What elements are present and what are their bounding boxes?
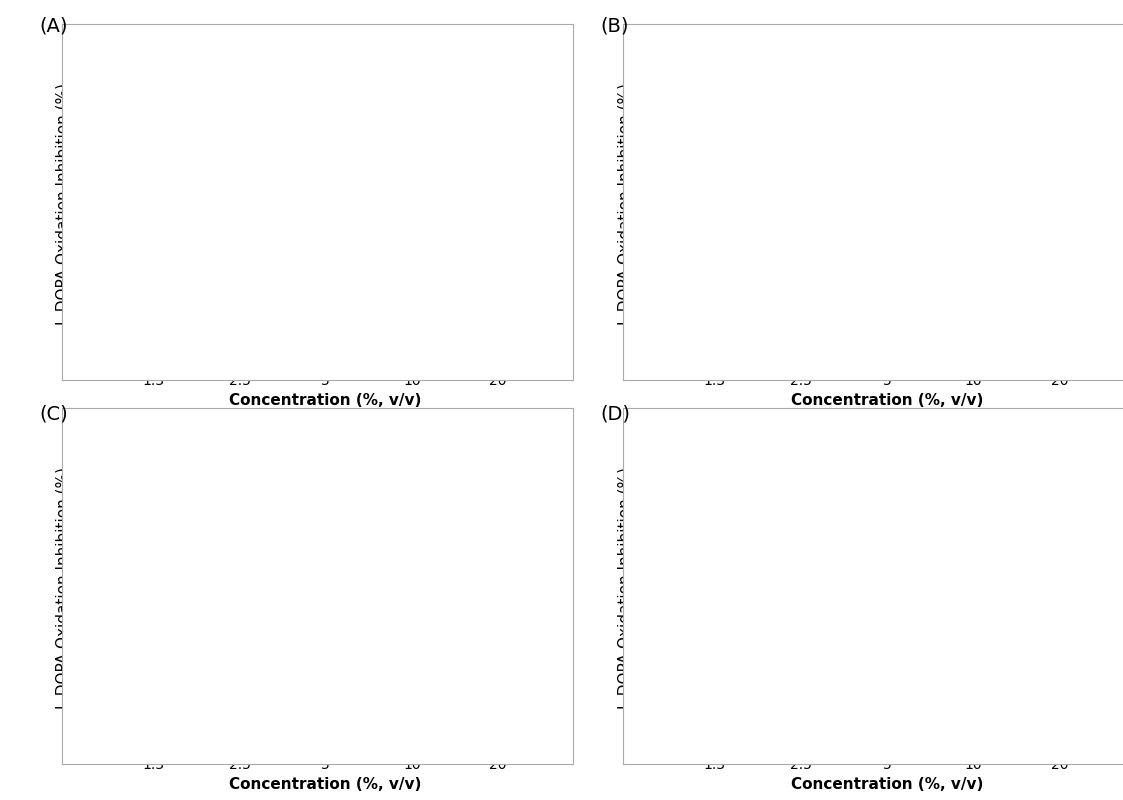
Text: 45.8: 45.8 (958, 201, 988, 215)
Text: 68.8: 68.8 (1044, 127, 1075, 142)
Y-axis label: L-DOPA Oxidation Inhibition (%): L-DOPA Oxidation Inhibition (%) (618, 83, 632, 325)
Bar (218, 304, 261, 364)
Text: 33.1: 33.1 (396, 242, 427, 255)
Text: (A): (A) (39, 17, 67, 36)
Bar (1038, 144, 1081, 364)
Text: 40.6: 40.6 (1044, 602, 1075, 615)
Text: 0.6: 0.6 (704, 730, 725, 743)
Bar (218, 713, 261, 748)
Bar (391, 642, 433, 748)
Y-axis label: L-DOPA Oxidation Inhibition (%): L-DOPA Oxidation Inhibition (%) (618, 467, 632, 709)
Text: 45.9: 45.9 (483, 201, 513, 214)
Text: 33.0: 33.0 (396, 626, 427, 640)
Text: 16.0: 16.0 (138, 296, 168, 310)
Text: 11.1: 11.1 (223, 696, 255, 710)
Bar (476, 599, 520, 748)
Bar (131, 313, 175, 364)
Bar (304, 682, 347, 748)
Bar (779, 737, 822, 748)
Text: 20.7: 20.7 (310, 666, 341, 679)
Text: 28.5: 28.5 (871, 256, 903, 270)
Bar (866, 713, 909, 748)
X-axis label: Concentration (%, v/v): Concentration (%, v/v) (229, 394, 422, 408)
Text: (B): (B) (601, 17, 629, 36)
X-axis label: Concentration (%, v/v): Concentration (%, v/v) (229, 778, 422, 792)
Bar (779, 307, 822, 364)
Text: 17.8: 17.8 (785, 290, 816, 305)
Text: 23.8: 23.8 (310, 271, 341, 286)
Bar (1038, 618, 1081, 748)
Text: 7.0: 7.0 (143, 709, 164, 723)
Text: 11.1: 11.1 (871, 696, 903, 710)
Bar (476, 217, 520, 364)
Bar (131, 726, 175, 748)
Bar (693, 324, 737, 364)
Bar (391, 258, 433, 364)
Text: (C): (C) (39, 405, 69, 424)
X-axis label: Concentration (%, v/v): Concentration (%, v/v) (791, 778, 984, 792)
Bar (952, 676, 995, 748)
Text: 46.4: 46.4 (483, 583, 513, 597)
Bar (304, 288, 347, 364)
Text: 22.6: 22.6 (958, 659, 988, 673)
X-axis label: Concentration (%, v/v): Concentration (%, v/v) (791, 394, 984, 408)
Bar (693, 746, 737, 748)
Text: 3.5: 3.5 (789, 720, 812, 734)
Text: (D): (D) (601, 405, 631, 424)
Text: 12.6: 12.6 (700, 307, 730, 321)
Bar (952, 218, 995, 364)
Bar (866, 273, 909, 364)
Y-axis label: L-DOPA Oxidation Inhibition (%): L-DOPA Oxidation Inhibition (%) (56, 83, 71, 325)
Text: 18.8: 18.8 (223, 287, 255, 302)
Y-axis label: L-DOPA Oxidation Inhibition (%): L-DOPA Oxidation Inhibition (%) (56, 467, 71, 709)
